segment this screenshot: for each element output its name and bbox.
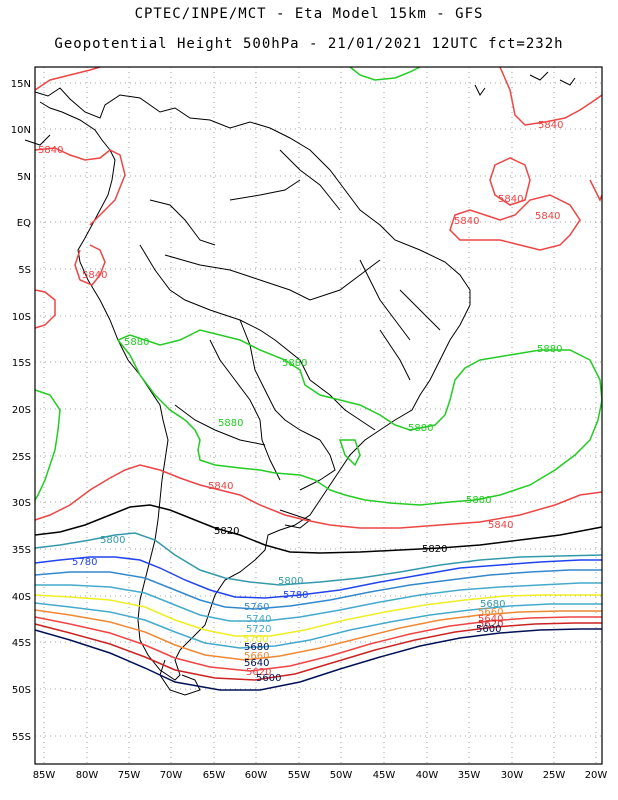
lon-label: 70W <box>160 770 183 781</box>
label-5700: 5700 <box>243 634 268 645</box>
lon-label: 40W <box>416 770 439 781</box>
contour-5840-atlantic <box>499 66 603 126</box>
label-5840-s: 5840 <box>488 520 513 531</box>
contour-5840-colombia <box>34 147 126 226</box>
label-5880-se: 5880 <box>408 423 433 434</box>
label-5840-colombia: 5840 <box>38 145 63 156</box>
lat-label: 5N <box>17 172 31 183</box>
label-5800-w: 5800 <box>100 535 125 546</box>
map-subtitle: Geopotential Height 500hPa - 21/01/2021 … <box>54 36 564 52</box>
lat-label: 45S <box>12 638 31 649</box>
contour-5740 <box>35 582 602 622</box>
label-5640: 5640 <box>244 658 269 669</box>
contour-5840-atlantic-4 <box>589 179 603 202</box>
label-5800-e: 5800 <box>278 576 303 587</box>
contour-5840-atlantic-2 <box>489 157 531 206</box>
map-frame <box>34 66 603 765</box>
label-5600: 5600 <box>256 673 281 684</box>
contour-5880-se <box>338 439 361 467</box>
label-5820-e: 5820 <box>422 544 447 555</box>
label-5840-arg: 5840 <box>208 481 233 492</box>
label-5880-bol: 5880 <box>124 337 149 348</box>
lat-label: 55S <box>12 732 31 743</box>
latitude-labels: 15N 10N 5N EQ 5S 10S 15S 20S 25S 30S 35S… <box>11 79 31 743</box>
label-5880-par: 5880 <box>218 418 243 429</box>
label-5780-w: 5780 <box>72 557 97 568</box>
lat-label: 20S <box>12 405 31 416</box>
label-5840-atl1: 5840 <box>538 120 563 131</box>
label-5840-atl3: 5840 <box>454 216 479 227</box>
lat-label: 35S <box>12 545 31 556</box>
contour-5720 <box>34 594 602 637</box>
coastlines <box>24 71 576 696</box>
label-5660: 5660 <box>244 651 269 662</box>
contour-5840-north <box>34 66 101 91</box>
lat-label: 10S <box>12 312 31 323</box>
lat-label: EQ <box>17 218 31 229</box>
map-title: CPTEC/INPE/MCT - Eta Model 15km - GFS <box>134 6 484 22</box>
contour-5640 <box>34 622 602 681</box>
label-5740: 5740 <box>246 614 271 625</box>
contour-5800 <box>34 532 603 586</box>
lon-label: 55W <box>288 770 311 781</box>
contour-5780 <box>34 556 602 599</box>
label-5620-e: 5620 <box>478 619 503 630</box>
lat-label: 50S <box>12 685 31 696</box>
contour-5840-south <box>34 464 603 529</box>
contour-labels: 5840 5840 5840 5840 5840 5840 5880 5880 … <box>38 120 563 684</box>
contour-5840-atlantic-3 <box>449 194 581 251</box>
contour-5880-main <box>116 329 603 506</box>
lat-label: 40S <box>12 592 31 603</box>
lon-label: 50W <box>330 770 353 781</box>
lat-label: 5S <box>18 265 31 276</box>
lon-label: 20W <box>585 770 608 781</box>
label-5660-e: 5660 <box>478 607 503 618</box>
label-5680-e: 5680 <box>480 599 505 610</box>
label-5840-peru: 5840 <box>82 270 107 281</box>
label-5760: 5760 <box>244 602 269 613</box>
lat-label: 15N <box>11 79 31 90</box>
lon-label: 45W <box>373 770 396 781</box>
lon-label: 35W <box>458 770 481 781</box>
label-5680: 5680 <box>244 642 269 653</box>
contour-5600 <box>34 628 602 691</box>
contour-5660 <box>34 616 602 672</box>
lon-label: 85W <box>33 770 56 781</box>
contours <box>34 66 603 691</box>
lat-label: 25S <box>12 452 31 463</box>
contour-5820 <box>34 504 603 554</box>
lon-label: 60W <box>245 770 268 781</box>
label-5620: 5620 <box>246 667 271 678</box>
lat-label: 30S <box>12 498 31 509</box>
lat-label: 15S <box>12 358 31 369</box>
contour-5880-north <box>349 66 421 81</box>
label-5880-s: 5880 <box>466 495 491 506</box>
contour-5840-west <box>34 289 56 329</box>
label-5840-atl4: 5840 <box>535 211 560 222</box>
label-5820-w: 5820 <box>214 526 239 537</box>
contour-5880-west <box>34 389 61 501</box>
contour-5700 <box>34 602 602 649</box>
lon-label: 30W <box>501 770 524 781</box>
lon-label: 65W <box>203 770 226 781</box>
contour-5840-peru <box>74 244 106 286</box>
label-5840-atl2: 5840 <box>498 194 523 205</box>
lat-label: 10N <box>11 125 31 136</box>
longitude-labels: 85W 80W 75W 70W 65W 60W 55W 50W 45W 40W … <box>33 770 608 781</box>
label-5640-e: 5640 <box>478 614 503 625</box>
contour-5680 <box>34 609 602 661</box>
label-5600-e: 5600 <box>476 624 501 635</box>
lon-label: 80W <box>76 770 99 781</box>
label-5880-br: 5880 <box>282 358 307 369</box>
lon-label: 75W <box>118 770 141 781</box>
label-5880-atl: 5880 <box>537 344 562 355</box>
contour-5760 <box>34 569 602 610</box>
label-5720: 5720 <box>246 624 271 635</box>
label-5780-e: 5780 <box>283 590 308 601</box>
lon-label: 25W <box>543 770 566 781</box>
